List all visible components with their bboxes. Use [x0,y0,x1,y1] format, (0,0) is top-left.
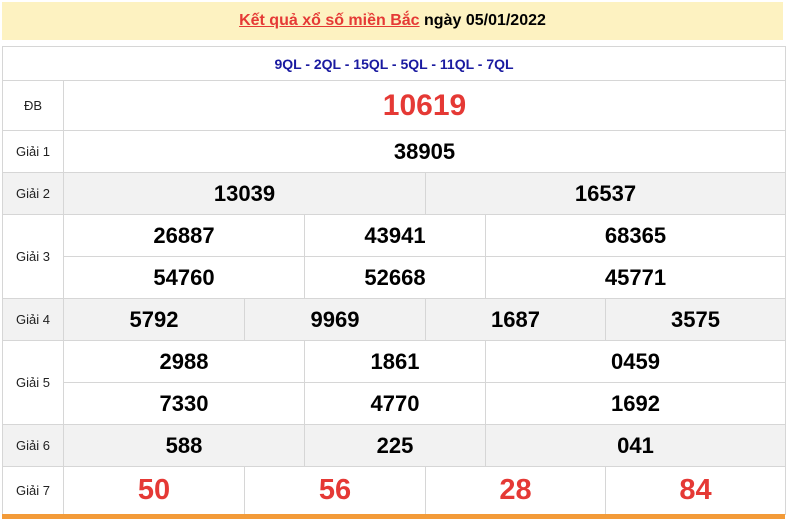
prize-label: ĐB [2,80,64,131]
bottom-bar [2,514,785,519]
prize-number: 3575 [604,298,787,341]
prize-label: Giải 6 [2,424,64,467]
results-header: Kết quả xổ số miền Bắc ngày 05/01/2022 [2,2,783,40]
prize-row-g6: Giải 6 588 225 041 [2,424,787,467]
lottery-codes: 9QL - 2QL - 15QL - 5QL - 11QL - 7QL [1,46,787,81]
prize-number: 56 [244,466,426,515]
prize-number: 4770 [304,382,486,425]
prize-row-g2: Giải 2 13039 16537 [2,172,787,215]
prize-number: 54760 [63,256,305,299]
prize-number: 13039 [63,172,426,215]
prize-number: 9969 [244,298,426,341]
prize-number: 588 [63,424,305,467]
prize-number: 50 [63,466,245,515]
prize-number: 38905 [62,130,787,173]
prize-number: 84 [604,466,787,515]
results-table: 9QL - 2QL - 15QL - 5QL - 11QL - 7QL ĐB 1… [1,46,787,515]
prize-number: 45771 [484,256,787,299]
prize-number: 26887 [63,214,305,257]
prize-number: 041 [484,424,787,467]
prize-label: Giải 1 [2,130,64,173]
results-title-link[interactable]: Kết quả xổ số miền Bắc [239,12,420,29]
prize-number: 2988 [63,340,305,383]
prize-row-g4: Giải 4 5792 9969 1687 3575 [2,298,787,341]
prize-row-db: ĐB 10619 [2,80,787,131]
prize-number: 1687 [425,298,606,341]
prize-row-g7: Giải 7 50 56 28 84 [2,466,787,515]
prize-number: 1692 [484,382,787,425]
prize-row-g5: Giải 5 2988 1861 0459 [2,340,787,425]
prize-label: Giải 3 [2,214,64,299]
prize-label: Giải 4 [2,298,64,341]
prize-label: Giải 7 [2,466,64,515]
results-date: ngày 05/01/2022 [424,12,546,29]
prize-number: 16537 [424,172,787,215]
prize-label: Giải 5 [2,340,64,425]
prize-row-g3b: 54760 52668 45771 [3,256,787,299]
prize-number: 52668 [304,256,486,299]
prize-number: 5792 [63,298,245,341]
prize-row-g5b: 7330 4770 1692 [3,382,787,425]
prize-number: 43941 [304,214,486,257]
prize-row-g1: Giải 1 38905 [2,130,787,173]
prize-number: 10619 [62,80,787,131]
prize-number: 0459 [484,340,787,383]
prize-number: 1861 [304,340,486,383]
prize-row-g3: Giải 3 26887 43941 68365 [2,214,787,299]
prize-label: Giải 2 [2,172,64,215]
prize-number: 225 [304,424,486,467]
prize-number: 68365 [484,214,787,257]
prize-number: 28 [425,466,606,515]
prize-number: 7330 [63,382,305,425]
